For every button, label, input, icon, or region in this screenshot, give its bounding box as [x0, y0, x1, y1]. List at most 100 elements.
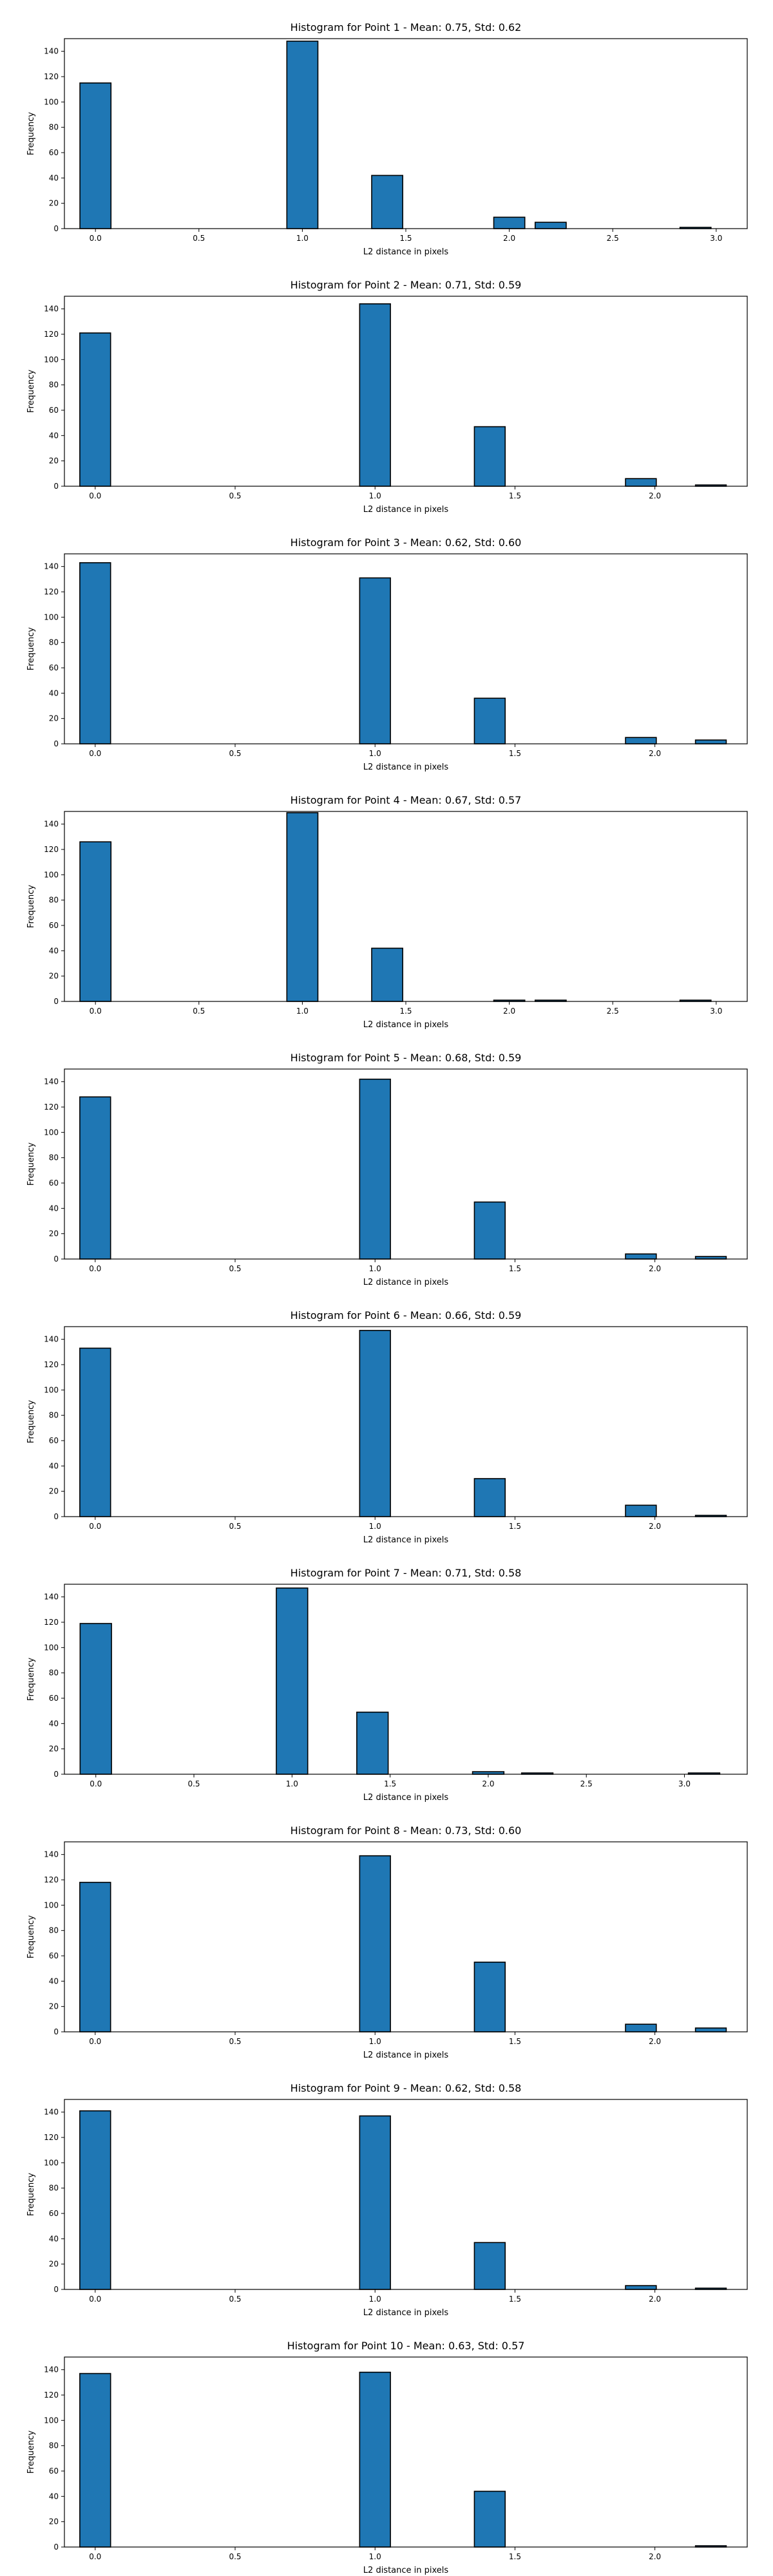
x-tick-label: 0.5 — [229, 1522, 241, 1531]
y-tick-label: 140 — [44, 2108, 59, 2117]
y-tick-label: 20 — [49, 1745, 59, 1754]
y-tick-label: 40 — [49, 1461, 59, 1470]
y-tick-label: 120 — [44, 587, 59, 596]
chart-title: Histogram for Point 10 - Mean: 0.63, Std… — [287, 2340, 525, 2352]
y-tick-label: 40 — [49, 173, 59, 182]
histogram-bar — [79, 2372, 111, 2548]
y-tick-label: 40 — [49, 688, 59, 697]
x-tick-label: 1.0 — [296, 1007, 309, 1016]
histogram-bar — [473, 1478, 506, 1517]
y-axis-label: Frequency — [26, 112, 36, 155]
y-tick-label: 40 — [49, 1976, 59, 1985]
y-tick-label: 0 — [53, 224, 59, 233]
y-tick-label: 80 — [49, 123, 59, 132]
y-tick-label: 20 — [49, 972, 59, 981]
chart-title: Histogram for Point 2 - Mean: 0.71, Std:… — [291, 279, 522, 291]
x-tick-label: 1.5 — [509, 2552, 521, 2561]
y-tick-label: 80 — [49, 1153, 59, 1162]
histogram-bar — [625, 737, 657, 744]
y-tick-label: 140 — [44, 305, 59, 314]
x-tick-label: 1.5 — [509, 2295, 521, 2304]
y-tick-label: 100 — [44, 2416, 59, 2425]
plot-frame — [64, 2099, 748, 2290]
plot-frame — [64, 811, 748, 1002]
x-tick-label: 0.0 — [89, 491, 101, 500]
y-tick-label: 120 — [44, 1103, 59, 1112]
y-tick-label: 140 — [44, 47, 59, 56]
x-tick-label: 0.5 — [193, 234, 205, 243]
histogram-bar — [79, 1623, 112, 1775]
x-tick-label: 2.0 — [649, 1264, 661, 1273]
histogram-bar — [473, 2490, 506, 2548]
x-axis-label: L2 distance in pixels — [363, 1535, 449, 1545]
y-tick-label: 120 — [44, 2391, 59, 2400]
y-tick-label: 120 — [44, 1875, 59, 1884]
y-tick-label: 80 — [49, 896, 59, 905]
x-axis-label: L2 distance in pixels — [363, 505, 449, 515]
chart-title: Histogram for Point 7 - Mean: 0.71, Std:… — [291, 1567, 522, 1579]
y-tick-label: 60 — [49, 406, 59, 415]
histogram-bar — [79, 2110, 111, 2290]
x-tick-label: 2.0 — [649, 491, 661, 500]
histogram-bar — [286, 41, 319, 229]
y-tick-label: 80 — [49, 1926, 59, 1935]
x-tick-label: 1.0 — [369, 2552, 381, 2561]
x-tick-label: 1.0 — [296, 234, 309, 243]
y-tick-label: 60 — [49, 1179, 59, 1188]
histogram-bar — [79, 1882, 111, 2032]
x-tick-label: 2.0 — [482, 1779, 494, 1788]
y-axis-label: Frequency — [26, 627, 36, 670]
y-tick-label: 20 — [49, 1229, 59, 1238]
x-tick-label: 0.0 — [89, 749, 101, 758]
x-tick-label: 1.0 — [369, 2037, 381, 2046]
y-tick-label: 100 — [44, 355, 59, 364]
plot-frame — [64, 1326, 748, 1517]
y-tick-label: 0 — [53, 1770, 59, 1779]
y-axis-label: Frequency — [26, 1658, 36, 1701]
histogram-bar — [359, 1855, 391, 2032]
x-tick-label: 2.5 — [607, 1007, 619, 1016]
x-tick-label: 0.5 — [229, 749, 241, 758]
histogram-panel-6: Histogram for Point 6 - Mean: 0.66, Std:… — [26, 1309, 748, 1545]
x-tick-label: 2.5 — [580, 1779, 593, 1788]
x-tick-label: 2.0 — [649, 1522, 661, 1531]
y-tick-label: 0 — [53, 1512, 59, 1521]
histogram-panel-4: Histogram for Point 4 - Mean: 0.67, Std:… — [26, 794, 748, 1030]
x-tick-label: 1.5 — [399, 234, 412, 243]
x-tick-label: 3.0 — [678, 1779, 691, 1788]
x-tick-label: 1.5 — [509, 2037, 521, 2046]
y-axis-label: Frequency — [26, 1142, 36, 1186]
y-tick-label: 100 — [44, 2158, 59, 2167]
x-tick-label: 2.0 — [649, 2295, 661, 2304]
histogram-bar — [79, 332, 111, 487]
histogram-bar — [473, 697, 506, 744]
y-tick-label: 120 — [44, 2133, 59, 2142]
x-tick-label: 0.0 — [89, 2552, 101, 2561]
y-tick-label: 140 — [44, 1077, 59, 1086]
x-tick-label: 2.0 — [503, 1007, 515, 1016]
y-tick-label: 140 — [44, 1593, 59, 1602]
y-tick-label: 120 — [44, 1360, 59, 1369]
y-tick-label: 0 — [53, 2543, 59, 2552]
x-tick-label: 0.0 — [90, 1779, 102, 1788]
histogram-bar — [625, 2023, 657, 2032]
histogram-panel-8: Histogram for Point 8 - Mean: 0.73, Std:… — [26, 1824, 748, 2060]
histogram-bar — [534, 222, 567, 229]
y-axis-label: Frequency — [26, 2430, 36, 2474]
x-tick-label: 2.0 — [649, 2037, 661, 2046]
x-tick-label: 0.5 — [229, 2552, 241, 2561]
y-axis-label: Frequency — [26, 885, 36, 928]
histogram-bar — [276, 1587, 309, 1775]
y-tick-label: 60 — [49, 2209, 59, 2218]
chart-title: Histogram for Point 1 - Mean: 0.75, Std:… — [291, 21, 522, 33]
histogram-panel-10: Histogram for Point 10 - Mean: 0.63, Std… — [26, 2340, 748, 2575]
chart-title: Histogram for Point 6 - Mean: 0.66, Std:… — [291, 1309, 522, 1321]
x-axis-label: L2 distance in pixels — [363, 247, 449, 257]
y-axis-label: Frequency — [26, 1400, 36, 1443]
x-axis-label: L2 distance in pixels — [363, 2308, 449, 2318]
x-tick-label: 0.0 — [90, 1007, 102, 1016]
y-tick-label: 20 — [49, 2002, 59, 2011]
x-tick-label: 1.5 — [384, 1779, 396, 1788]
x-tick-label: 0.5 — [229, 2037, 241, 2046]
